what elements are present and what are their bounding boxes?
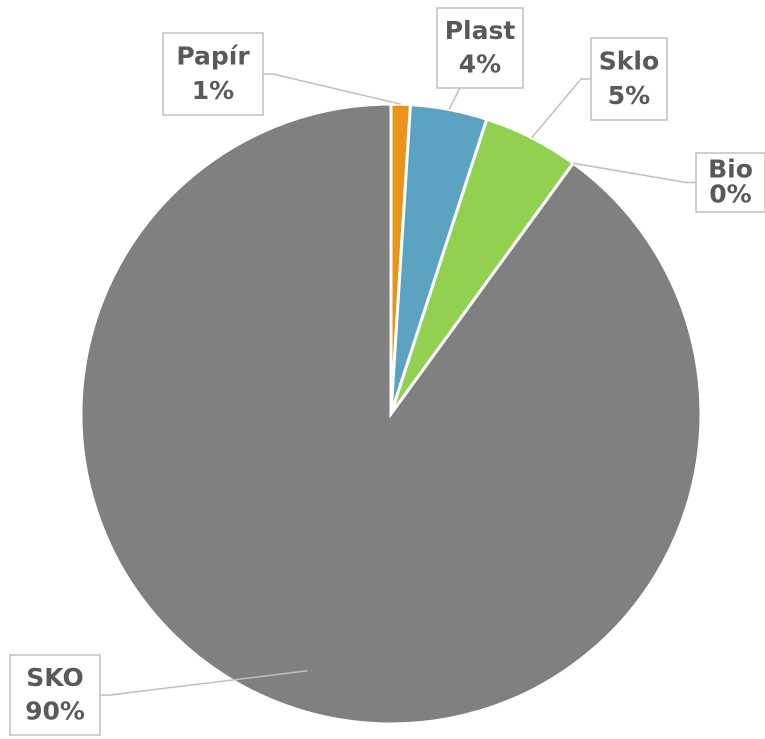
category-label: Bio xyxy=(708,155,753,184)
value-label: 5% xyxy=(608,81,650,110)
value-label: 0% xyxy=(709,179,751,208)
label-box xyxy=(695,152,765,213)
pie-slice xyxy=(79,102,703,726)
value-label: 4% xyxy=(459,50,501,79)
leader-line xyxy=(100,670,308,696)
category-label: Sklo xyxy=(599,47,659,76)
leader-line xyxy=(263,73,401,105)
category-label: Papír xyxy=(176,42,250,71)
category-label: SKO xyxy=(26,663,84,692)
label-box xyxy=(9,654,101,736)
label-box xyxy=(436,7,524,89)
value-label: 1% xyxy=(192,76,234,105)
label-box xyxy=(162,32,264,116)
leader-line xyxy=(531,78,591,139)
label-box xyxy=(590,37,668,121)
value-label: 90% xyxy=(25,697,85,726)
leader-line xyxy=(573,162,696,184)
category-label: Plast xyxy=(445,16,516,45)
